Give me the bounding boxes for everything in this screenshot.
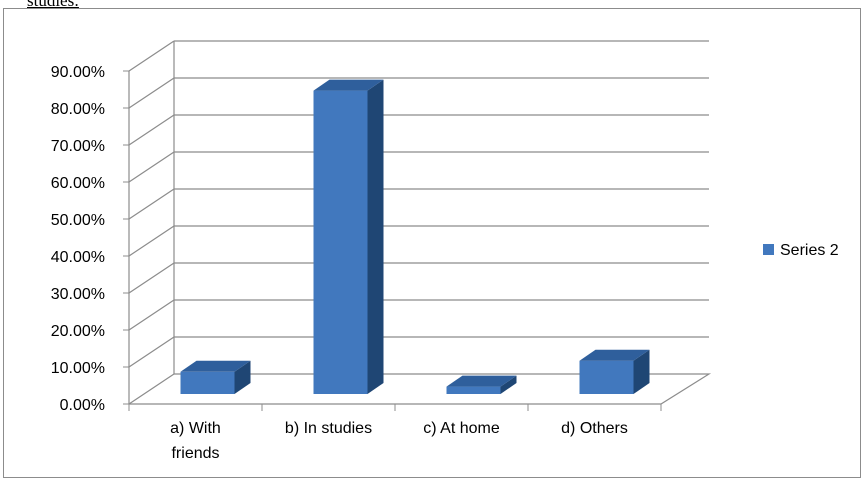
gridline-side	[128, 151, 175, 183]
gridline-side	[128, 188, 175, 220]
legend: Series 2	[763, 242, 839, 259]
gridline-side	[128, 114, 175, 146]
x-category-label: c) At home	[423, 420, 500, 437]
x-category-label: d) Others	[561, 420, 628, 437]
axes	[123, 41, 712, 411]
caption-fragment: studies:	[27, 0, 79, 10]
y-tick-label: 20.00%	[51, 323, 105, 340]
bar-side-face	[633, 349, 650, 394]
bar-front-face	[579, 360, 634, 394]
bar-side-face	[500, 375, 517, 394]
x-category-label: a) With friends	[170, 420, 221, 462]
y-tick-label: 40.00%	[51, 249, 105, 266]
gridline-side	[128, 225, 175, 257]
bar-front-face	[313, 90, 368, 394]
bar-top-face	[180, 360, 251, 372]
legend-label: Series 2	[780, 242, 839, 259]
y-tick-label: 50.00%	[51, 212, 105, 229]
bar-side-face	[234, 360, 251, 394]
y-tick-label: 10.00%	[51, 360, 105, 377]
gridlines	[128, 40, 709, 368]
bar-top-face	[446, 375, 517, 387]
floor-side-edge	[128, 373, 175, 405]
x-category-label: b) In studies	[285, 420, 372, 437]
gridline-side	[128, 262, 175, 294]
bar-top-face	[313, 79, 384, 91]
y-tick-label: 80.00%	[51, 101, 105, 118]
bar-front-face	[180, 371, 235, 394]
x-axis-category-labels: a) With friends b) In studies c) At home d) …	[170, 420, 628, 462]
bar-side-face	[367, 79, 384, 394]
y-tick-label: 0.00%	[60, 397, 105, 414]
y-tick-label: 70.00%	[51, 138, 105, 155]
gridline-side	[128, 299, 175, 331]
bar-top-face	[579, 349, 650, 361]
bar-front-face	[446, 386, 501, 394]
bars	[180, 79, 650, 394]
y-tick-label: 90.00%	[51, 64, 105, 81]
chart-area: 0.00% 10.00% 20.00% 30.00% 40.00% 50.00% 60.00…	[3, 8, 861, 478]
gridline-side	[128, 77, 175, 109]
bar-chart: 0.00% 10.00% 20.00% 30.00% 40.00% 50.00% 60.00…	[51, 40, 839, 462]
bar-4	[579, 349, 650, 394]
bar-2	[313, 79, 384, 394]
y-axis-tick-labels: 0.00% 10.00% 20.00% 30.00% 40.00% 50.00% 60.00…	[51, 64, 105, 414]
gridline-side	[128, 336, 175, 368]
y-tick-label: 30.00%	[51, 286, 105, 303]
bar-3	[446, 375, 517, 394]
legend-swatch	[763, 244, 774, 255]
y-tick-label: 60.00%	[51, 175, 105, 192]
gridline-side	[128, 40, 175, 72]
bar-1	[180, 360, 251, 394]
